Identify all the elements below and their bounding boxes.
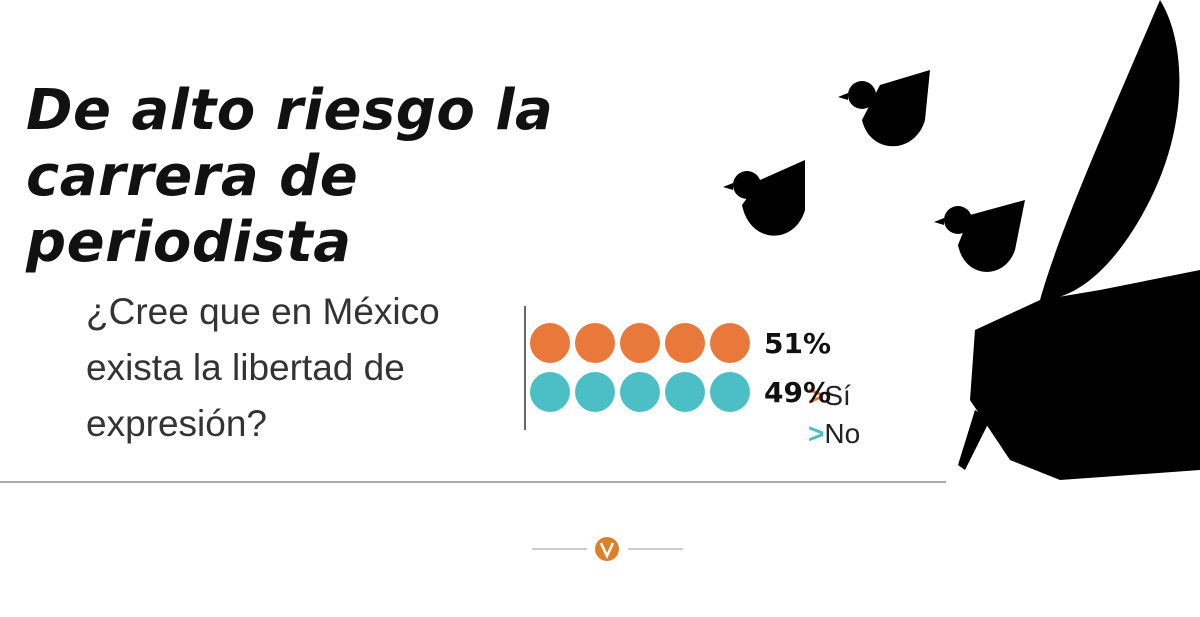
legend-marker: > <box>808 418 824 449</box>
icon <box>620 372 660 412</box>
icon <box>710 323 750 363</box>
value-label: 49% <box>764 376 831 409</box>
legend-marker: > <box>808 380 824 411</box>
logo-v <box>599 542 615 559</box>
legend-entry: >No <box>808 418 860 449</box>
chart-title: De alto riesgo la carrera de periodista <box>26 78 554 275</box>
icon <box>710 372 750 412</box>
icon-row <box>530 323 750 363</box>
icon <box>575 372 615 412</box>
legend-label: Sí <box>824 380 851 411</box>
icon <box>665 323 705 363</box>
legend-label: No <box>824 418 860 449</box>
question: ¿Cree que en México exista la libertad d… <box>86 291 440 444</box>
icon-row <box>530 372 750 412</box>
icon <box>530 372 570 412</box>
icon <box>620 323 660 363</box>
illustration <box>723 0 1200 480</box>
icon <box>575 323 615 363</box>
icon <box>665 372 705 412</box>
icon <box>530 323 570 363</box>
value-label: 51% <box>764 327 831 360</box>
legend-entry: >Sí <box>808 380 851 411</box>
